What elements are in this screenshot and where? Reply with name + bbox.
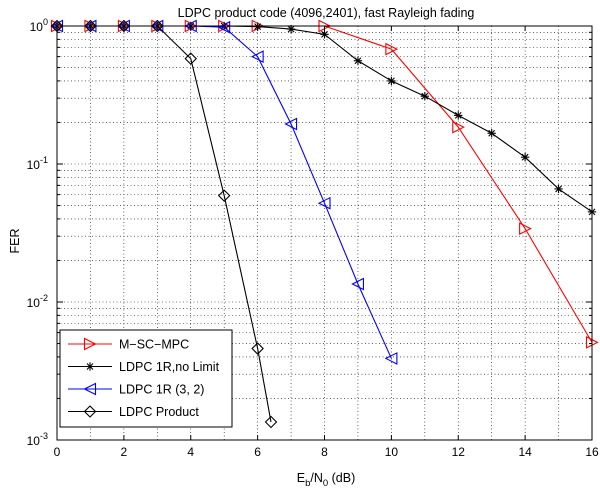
x-axis-label-mid: /N [310, 471, 323, 485]
data-point [520, 153, 530, 162]
chart-title: LDPC product code (4096,2401), fast Rayl… [178, 6, 475, 20]
data-point [284, 117, 298, 131]
x-tick-label: 10 [385, 445, 399, 459]
y-axis-label: FER [8, 229, 22, 254]
data-point [184, 52, 198, 65]
legend-item: M−SC−MPC [68, 338, 189, 352]
legend-item: LDPC Product [68, 405, 199, 419]
asterisk-stroke [454, 111, 462, 119]
asterisk-stroke [555, 185, 562, 193]
data-point [117, 19, 131, 33]
legend-label: LDPC Product [119, 405, 199, 419]
data-point [217, 189, 231, 202]
data-point [387, 76, 396, 86]
legend-label: LDPC 1R,no Limit [119, 360, 220, 374]
y-tick-label-exponent: -3 [40, 431, 48, 441]
asterisk-stroke [354, 57, 362, 65]
x-tick-label: 8 [321, 445, 328, 459]
y-tick-label-base: 10 [27, 296, 41, 310]
legend-item: LDPC 1R (3, 2) [68, 383, 204, 397]
legend-label: LDPC 1R (3, 2) [119, 383, 204, 397]
x-tick-label: 16 [585, 445, 599, 459]
y-tick-label-base: 10 [30, 20, 44, 34]
legend-item: LDPC 1R,no Limit [68, 360, 220, 374]
data-point [554, 184, 563, 194]
y-tick-label: 10-3 [27, 431, 48, 448]
y-tick-label-base: 10 [27, 434, 41, 448]
x-tick-label: 4 [187, 445, 194, 459]
asterisk-stroke [287, 25, 295, 33]
x-tick-label: 6 [254, 445, 261, 459]
data-point [250, 50, 264, 64]
y-tick-label-exponent: 0 [43, 17, 48, 27]
x-tick-label: 14 [518, 445, 532, 459]
data-point [353, 56, 363, 65]
y-tick-label-base: 10 [27, 158, 41, 172]
y-tick-label: 100 [30, 17, 48, 34]
x-axis-label-unit: (dB) [328, 471, 355, 485]
asterisk-stroke [387, 77, 395, 85]
grid [57, 26, 592, 440]
data-point [384, 352, 398, 365]
legend-swatch-marker [85, 362, 95, 371]
x-axis-label: Eb/N0 (dB) [297, 471, 356, 489]
legend-swatch-marker [83, 382, 97, 396]
asterisk-stroke [86, 363, 94, 370]
asterisk-stroke [321, 30, 328, 38]
x-tick-label: 2 [121, 445, 128, 459]
data-point [519, 222, 532, 236]
data-point [264, 415, 278, 429]
x-tick-label: 12 [452, 445, 466, 459]
x-axis-label-sub2: 0 [323, 478, 328, 489]
data-point [217, 20, 231, 34]
y-tick-label: 10-1 [27, 155, 48, 172]
x-tick-label: 0 [54, 445, 61, 459]
asterisk-stroke [421, 92, 429, 100]
legend-box [59, 329, 233, 428]
data-point [385, 42, 399, 56]
legend-swatch-marker [83, 405, 97, 418]
legend-swatch-marker [83, 337, 97, 351]
legend-label: M−SC−MPC [119, 338, 189, 352]
data-point [487, 129, 496, 138]
legend: M−SC−MPC LDPC 1R,no Limit LDPC 1R (3, 2) LD… [59, 329, 233, 428]
asterisk-stroke [521, 153, 529, 161]
data-point [452, 120, 465, 134]
data-point [84, 19, 97, 33]
data-point [251, 342, 264, 355]
asterisk-stroke [488, 129, 496, 137]
y-tick-label: 10-2 [27, 293, 48, 310]
x-axis-label-sub1: b [305, 478, 310, 489]
data-point [317, 196, 331, 210]
y-tick-label-exponent: -2 [40, 293, 48, 303]
data-point [151, 19, 164, 33]
x-axis-label-main: E [297, 471, 305, 485]
y-tick-label-exponent: -1 [40, 155, 48, 165]
data-point [420, 91, 430, 101]
data-point [351, 277, 364, 291]
data-point [286, 24, 296, 34]
data-point [454, 111, 463, 120]
data-point [320, 30, 329, 39]
